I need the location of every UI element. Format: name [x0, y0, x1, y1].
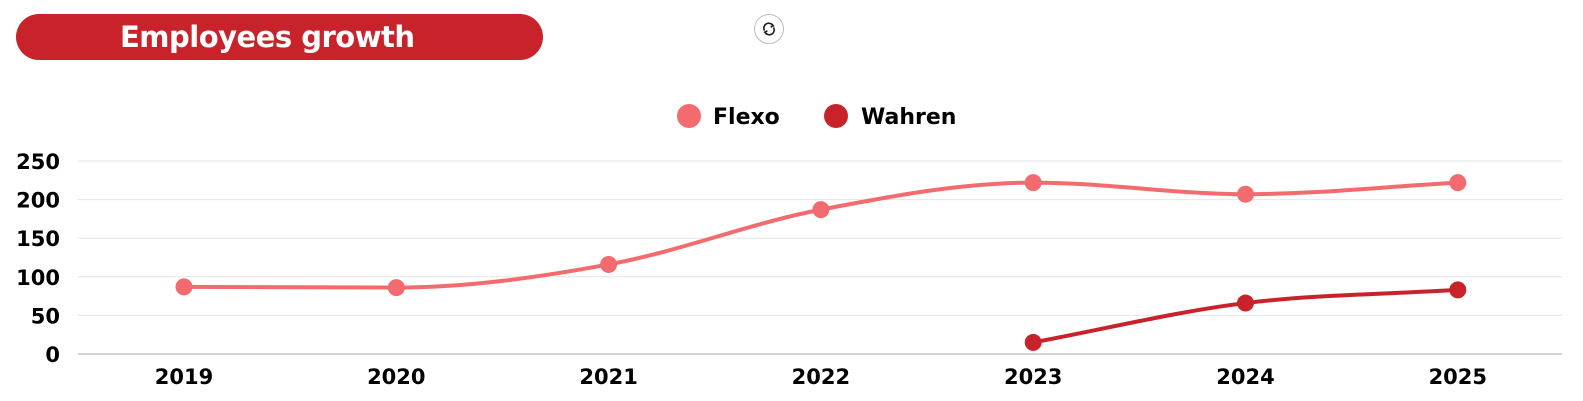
legend-marker-flexo[interactable]: [677, 104, 701, 128]
refresh-button[interactable]: [754, 14, 784, 44]
y-tick-label: 250: [16, 150, 60, 174]
data-point-flexo[interactable]: [600, 255, 618, 273]
legend-label-flexo[interactable]: Flexo: [713, 105, 780, 130]
legend: Flexo Wahren: [677, 104, 956, 130]
legend-marker-wahren[interactable]: [824, 104, 848, 128]
chart-title-banner: Employees growth: [16, 14, 543, 60]
x-axis-ticks: 2019 2020 2021 2022 2023 2024 2025: [155, 365, 1487, 389]
y-tick-label: 50: [31, 304, 60, 328]
x-tick-label: 2020: [367, 365, 425, 389]
data-point-flexo[interactable]: [1024, 174, 1042, 192]
data-point-wahren[interactable]: [1237, 294, 1254, 312]
grid-lines: [78, 160, 1562, 355]
data-point-flexo[interactable]: [1237, 185, 1254, 203]
x-tick-label: 2023: [1004, 365, 1062, 389]
x-tick-label: 2022: [792, 365, 850, 389]
chart-title: Employees growth: [120, 20, 415, 54]
data-point-flexo[interactable]: [812, 201, 830, 219]
y-tick-label: 150: [16, 227, 60, 251]
data-point-wahren[interactable]: [1449, 281, 1467, 299]
y-axis-ticks: 0 50 100 150 200 250: [16, 150, 60, 367]
y-tick-label: 100: [16, 266, 60, 290]
legend-label-wahren[interactable]: Wahren: [861, 105, 956, 130]
data-point-flexo[interactable]: [175, 278, 193, 296]
data-point-wahren[interactable]: [1024, 333, 1042, 351]
series-line-flexo: [182, 180, 1460, 290]
x-tick-label: 2019: [155, 365, 213, 389]
data-point-flexo[interactable]: [1449, 174, 1467, 192]
data-points: [175, 174, 1467, 351]
x-tick-label: 2025: [1429, 365, 1487, 389]
y-tick-label: 200: [16, 189, 60, 213]
y-tick-label: 0: [45, 343, 60, 367]
data-point-flexo[interactable]: [387, 279, 405, 297]
refresh-icon: [763, 22, 775, 36]
x-tick-label: 2021: [579, 365, 637, 389]
x-tick-label: 2024: [1216, 365, 1274, 389]
